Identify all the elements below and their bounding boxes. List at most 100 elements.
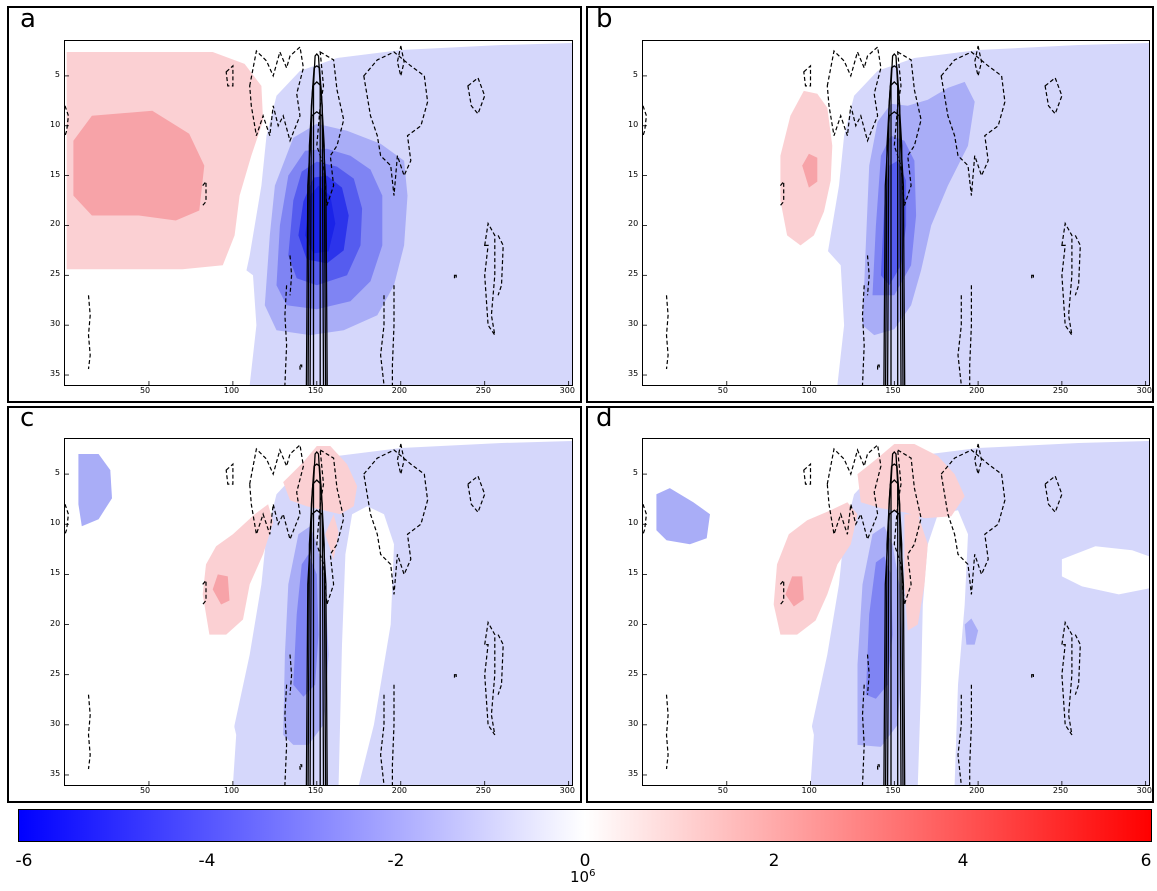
heatmap-svg-a <box>65 43 572 385</box>
shaded-region-pinkDTop <box>857 444 965 519</box>
y-tick-label: 25 <box>50 668 61 678</box>
x-tick-label: 50 <box>717 786 728 795</box>
y-tick-label: 15 <box>628 169 639 179</box>
shaded-region-pinkC2 <box>212 574 230 605</box>
colorbar-scale-exponent: 6 <box>589 868 596 879</box>
panel-c-letter: c <box>20 403 35 433</box>
dashed-contour-top1 <box>249 443 305 542</box>
x-tick-label: 150 <box>307 386 324 395</box>
dashed-contour-dot2 <box>453 274 457 279</box>
dashed-contour-top3 <box>363 51 429 196</box>
dashed-contour-bot4 <box>391 285 395 385</box>
shaded-region-blueDL <box>656 488 710 545</box>
dashed-contour-left1 <box>87 295 91 370</box>
dashed-contour-bot2 <box>866 654 870 695</box>
dashed-contour-top6 <box>225 462 234 485</box>
x-tick-label: 200 <box>391 786 408 795</box>
dashed-contour-dot2 <box>1031 274 1034 279</box>
y-tick-label: 20 <box>50 219 61 229</box>
dashed-contour-bot1 <box>284 684 288 785</box>
y-tick-label: 20 <box>50 618 61 628</box>
x-tick-label: 100 <box>801 786 817 795</box>
colorbar-tick-label: 6 <box>1140 851 1152 871</box>
x-tick-label: 100 <box>223 786 240 795</box>
shaded-region-pinkA2 <box>73 110 205 221</box>
dashed-contour-dot1 <box>299 764 303 770</box>
x-tick-label: 250 <box>1052 786 1069 795</box>
dashed-contour-top3 <box>940 51 1006 196</box>
dashed-contour-bot2 <box>866 255 870 296</box>
y-tick-label: 5 <box>54 69 60 79</box>
heatmap-svg-d <box>643 441 1149 785</box>
dashed-contour-bot2 <box>289 654 293 695</box>
y-tick-label: 35 <box>50 768 61 778</box>
y-tick-label: 30 <box>50 319 61 329</box>
dashed-contour-right1 <box>484 620 496 736</box>
x-tick-label: 100 <box>223 386 240 395</box>
dashed-contour-top3 <box>940 449 1006 595</box>
dashed-contour-bot1 <box>284 285 288 385</box>
x-tick-label: 250 <box>475 386 491 395</box>
dashed-contour-mid1 <box>779 578 785 605</box>
y-tick-label: 25 <box>628 668 639 678</box>
dashed-contour-bot3 <box>379 295 385 385</box>
shaded-region-blueBG <box>802 43 1149 385</box>
dashed-contour-bot1 <box>861 684 865 785</box>
panel-a-letter: a <box>20 4 36 34</box>
dashed-contour-left2 <box>643 105 648 136</box>
x-tick-label: 150 <box>885 786 901 795</box>
heatmap-plot-b <box>642 40 1150 386</box>
dashed-contour-bot4 <box>969 285 972 385</box>
dashed-contour-top5 <box>467 475 486 514</box>
dashed-contour-dot1 <box>299 364 303 370</box>
shaded-region-pinkD2 <box>785 576 804 607</box>
y-tick-label: 15 <box>628 568 639 578</box>
y-tick-label: 10 <box>50 119 61 129</box>
dashed-contour-bot4 <box>391 684 395 785</box>
colorbar-scale-label: 106 <box>570 868 595 886</box>
dashed-contour-dot1 <box>877 364 880 370</box>
y-tick-label: 35 <box>50 369 61 379</box>
dashed-contour-dot1 <box>877 764 880 770</box>
y-tick-label: 35 <box>628 369 639 379</box>
solid-contour-3 <box>883 110 906 385</box>
shaded-region-blueBG <box>224 441 572 785</box>
dashed-contour-bot4 <box>969 684 972 785</box>
colorbar-tick-label: -4 <box>198 851 216 871</box>
solid-contour-3 <box>305 110 328 385</box>
shaded-region-blueC2 <box>293 554 319 697</box>
panel-b-letter: b <box>596 4 613 34</box>
shaded-region-whiteBL <box>65 604 237 785</box>
colorbar-tick-label: 0 <box>579 851 591 871</box>
dashed-contour-bot3 <box>379 694 385 785</box>
y-tick-label: 5 <box>632 468 638 478</box>
dashed-contour-mid1 <box>202 578 207 605</box>
y-tick-label: 25 <box>628 269 639 279</box>
panel-d-letter: d <box>596 403 613 433</box>
dashed-contour-top6 <box>225 64 234 87</box>
colorbar-scale-base: 10 <box>570 868 590 886</box>
shaded-region-whiteRightD <box>1061 546 1149 595</box>
solid-contour-3 <box>305 509 328 785</box>
dashed-contour-left1 <box>665 295 669 370</box>
y-tick-label: 20 <box>628 618 639 628</box>
colorbar-fill <box>19 810 1151 841</box>
dashed-contour-right1 <box>1061 620 1073 736</box>
shaded-region-pinkB2 <box>802 153 818 188</box>
heatmap-svg-b <box>643 43 1149 385</box>
colorbar-gradient <box>19 810 1151 841</box>
x-tick-label: 300 <box>559 786 575 795</box>
dashed-contour-bot2 <box>289 255 293 296</box>
y-tick-label: 25 <box>50 269 61 279</box>
heatmap-plot-c <box>64 438 573 786</box>
colorbar-tick-label: 2 <box>768 851 780 871</box>
colorbar <box>18 809 1152 842</box>
shaded-region-pinkC3 <box>325 514 339 560</box>
shaded-region-whiteGapC <box>338 506 394 785</box>
x-tick-label: 300 <box>559 386 575 395</box>
x-tick-label: 50 <box>139 786 151 795</box>
x-tick-label: 300 <box>1136 786 1152 795</box>
heatmap-plot-a <box>64 40 573 386</box>
y-tick-label: 10 <box>628 119 639 129</box>
y-tick-label: 15 <box>50 568 61 578</box>
